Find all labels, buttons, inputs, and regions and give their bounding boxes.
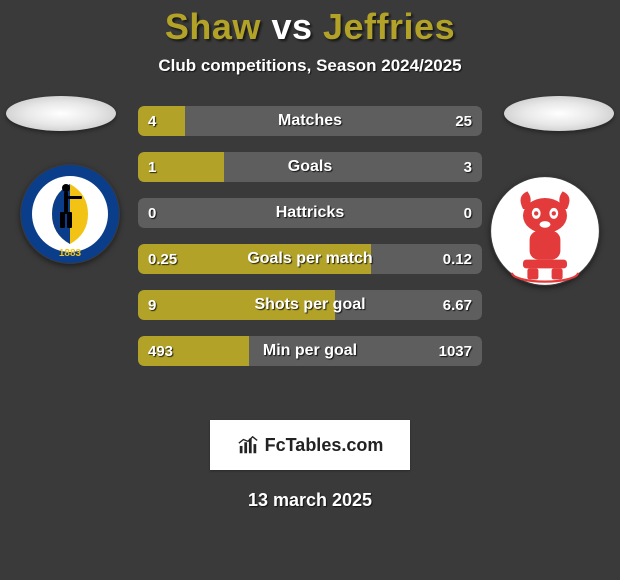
stat-value-right: 0.12 [433,244,482,274]
stat-value-left: 1 [138,152,166,182]
stat-bar: 425Matches [138,106,482,136]
stat-bar-fill [138,290,335,320]
title-player1: Shaw [165,6,261,47]
player1-club-badge: 1883 [20,164,120,264]
badge-year: 1883 [59,248,82,259]
stat-bar-track [138,106,482,136]
player2-photo-placeholder [504,96,614,131]
stat-bar-track [138,198,482,228]
attribution-text: FcTables.com [265,435,384,456]
stat-bar: 4931037Min per goal [138,336,482,366]
stat-bar: 96.67Shots per goal [138,290,482,320]
stat-bar: 13Goals [138,152,482,182]
lincoln-city-badge-icon [490,176,600,286]
page-title: Shaw vs Jeffries [0,0,620,48]
stat-value-left: 0.25 [138,244,187,274]
stat-value-left: 9 [138,290,166,320]
stat-value-right: 25 [445,106,482,136]
stat-bar: 0.250.12Goals per match [138,244,482,274]
subtitle: Club competitions, Season 2024/2025 [0,56,620,76]
stat-value-left: 4 [138,106,166,136]
player2-club-badge [490,176,600,286]
stat-value-left: 493 [138,336,183,366]
comparison-arena: 1883 [0,106,620,396]
stat-value-left: 0 [138,198,166,228]
infographic-root: Shaw vs Jeffries Club competitions, Seas… [0,0,620,511]
stat-value-right: 6.67 [433,290,482,320]
stat-value-right: 1037 [429,336,482,366]
stat-value-right: 3 [454,152,482,182]
attribution-badge: FcTables.com [210,420,410,470]
chart-icon [237,434,259,456]
stat-bars: 425Matches13Goals00Hattricks0.250.12Goal… [138,106,482,366]
title-player2: Jeffries [323,6,455,47]
infographic-date: 13 march 2025 [0,490,620,511]
player1-photo-placeholder [6,96,116,131]
stat-value-right: 0 [454,198,482,228]
title-vs: vs [271,6,312,47]
bristol-rovers-badge-icon: 1883 [20,164,120,264]
stat-bar: 00Hattricks [138,198,482,228]
